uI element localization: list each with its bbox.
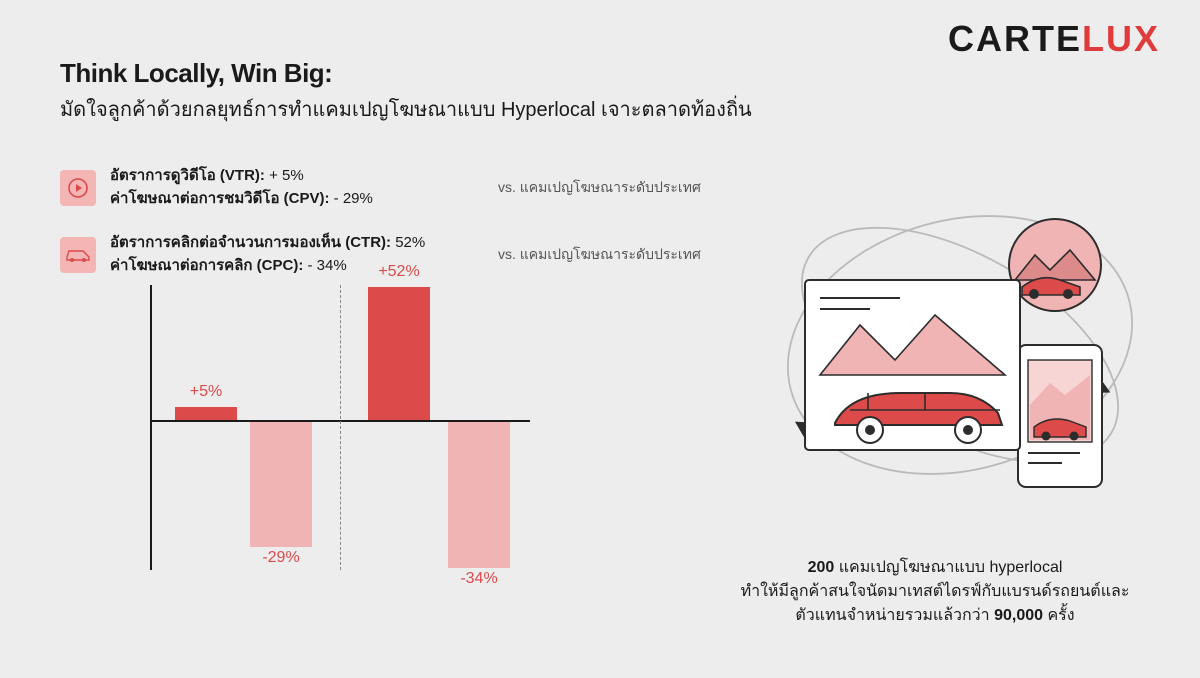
bar-positive [175,407,237,420]
heading-block: Think Locally, Win Big: มัดใจลูกค้าด้วยก… [60,58,752,125]
caption-block: 200 แคมเปญโฆษณาแบบ hyperlocal ทำให้มีลูก… [725,556,1145,628]
play-icon [60,170,96,206]
car-icon [60,237,96,273]
page-subtitle: มัดใจลูกค้าด้วยกลยุทธ์การทำแคมเปญโฆษณาแบ… [60,93,752,125]
metric-row: อัตราการดูวิดีโอ (VTR): + 5% ค่าโฆษณาต่อ… [60,165,740,210]
page-title: Think Locally, Win Big: [60,58,752,89]
bar-label: +52% [364,263,434,281]
bar-positive [368,287,430,420]
group-divider [340,285,341,570]
logo-part1: CARTE [948,18,1082,59]
bar-negative [448,422,510,568]
bar-negative [250,422,312,547]
bar-label: -29% [246,549,316,567]
metric-text: อัตราการดูวิดีโอ (VTR): + 5% ค่าโฆษณาต่อ… [110,165,490,210]
hyperlocal-illustration [750,195,1150,495]
vs-label: vs. แคมเปญโฆษณาระดับประเทศ [498,177,701,199]
y-axis [150,285,152,570]
bar-chart: +5%-29%+52%-34% [130,300,550,600]
bar-label: +5% [171,383,241,401]
vs-label: vs. แคมเปญโฆษณาระดับประเทศ [498,244,701,266]
brand-logo: CARTELUX [948,18,1160,60]
caption-num2: 90,000 [994,607,1043,624]
logo-part2: LUX [1082,18,1160,59]
caption-num1: 200 [808,559,835,576]
bar-label: -34% [444,570,514,588]
